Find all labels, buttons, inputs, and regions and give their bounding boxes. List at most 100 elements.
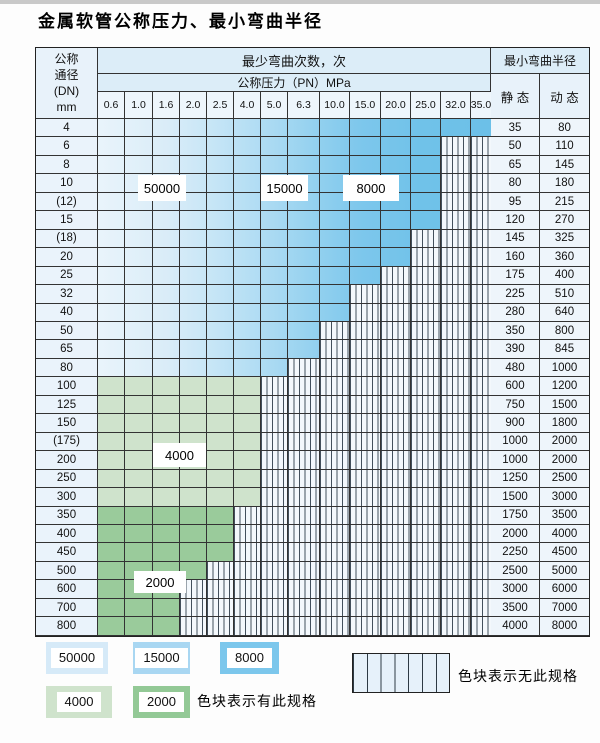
cycle-cell-no-spec [350, 321, 381, 340]
cycle-cell-no-spec [441, 395, 471, 414]
cycles-band [98, 488, 491, 507]
dn-cell: 80 [36, 358, 98, 378]
dynamic-radius-cell: 400 [540, 266, 589, 286]
cycle-cell-no-spec [441, 543, 471, 561]
cycle-cell-spec [98, 488, 125, 506]
cycle-cell-no-spec [320, 377, 350, 395]
cycle-cell-spec [98, 617, 125, 635]
legend-no-spec-swatch [352, 653, 450, 693]
cycle-cell-no-spec [471, 451, 491, 469]
cycle-cell-no-spec [288, 524, 320, 543]
cycle-cell-spec [350, 266, 381, 285]
cycle-cell-no-spec [381, 395, 411, 414]
static-radius-cell: 750 [491, 395, 540, 415]
cycle-cell-no-spec [471, 174, 491, 192]
cycle-cell-no-spec [261, 377, 288, 395]
cycle-cell-spec [288, 137, 320, 155]
cycle-cell-no-spec [441, 285, 471, 303]
cycle-cell-no-spec [441, 451, 471, 469]
cycle-cell-spec [288, 211, 320, 229]
cycle-cell-spec [288, 340, 320, 358]
cycle-cell-spec [288, 229, 320, 248]
legend-swatch: 50000 [46, 642, 108, 674]
pressure-tick: 1.6 [153, 92, 180, 119]
cycle-cell-spec [234, 155, 261, 174]
cycle-cell-spec [180, 192, 207, 211]
cycle-cell-spec [98, 414, 125, 432]
cycle-cell-no-spec [471, 469, 491, 488]
table-row: 700 3500 7000 [36, 598, 589, 618]
cycle-cell-spec [261, 137, 288, 155]
cycle-cell-no-spec [381, 285, 411, 303]
cycle-cell-no-spec [261, 580, 288, 598]
cycles-band [98, 119, 491, 138]
cycle-cell-spec [153, 285, 180, 303]
cycle-cell-spec [207, 395, 234, 414]
cycle-cell-no-spec [441, 192, 471, 211]
cycle-cell-no-spec [261, 488, 288, 506]
cycle-cell-spec [207, 358, 234, 377]
cycles-band [98, 321, 491, 341]
pressure-tick: 10.0 [320, 92, 350, 119]
static-radius-cell: 900 [491, 414, 540, 433]
cycle-cell-no-spec [441, 358, 471, 377]
cycle-cell-spec [125, 321, 153, 340]
cycle-cell-spec [125, 432, 153, 451]
cycle-cell-no-spec [320, 488, 350, 506]
cycle-cell-spec [234, 192, 261, 211]
dn-cell: 4 [36, 119, 98, 138]
cycle-cell-spec [153, 377, 180, 395]
cycle-cell-spec [411, 211, 441, 229]
pressure-tick: 15.0 [350, 92, 381, 119]
cycle-cell-no-spec [234, 617, 261, 635]
static-radius-cell: 1750 [491, 506, 540, 525]
cycle-cell-no-spec [471, 285, 491, 303]
static-radius-cell: 120 [491, 211, 540, 230]
cycle-cell-spec [125, 266, 153, 285]
cycle-cell-spec [98, 340, 125, 358]
cycle-cell-spec [98, 137, 125, 155]
cycle-cell-spec [288, 155, 320, 174]
cycle-cell-spec [153, 543, 180, 561]
static-radius-cell: 160 [491, 248, 540, 267]
cycles-band [98, 469, 491, 489]
cycle-cell-spec [153, 524, 180, 543]
cycle-cell-spec [125, 506, 153, 524]
cycle-cell-spec [261, 229, 288, 248]
cycle-cell-no-spec [471, 488, 491, 506]
table-row: (175) 1000 2000 [36, 432, 589, 452]
cycle-cell-spec [153, 598, 180, 617]
cycle-cell-no-spec [441, 377, 471, 395]
cycle-cell-no-spec [350, 303, 381, 321]
static-radius-cell: 350 [491, 321, 540, 341]
dynamic-radius-cell: 800 [540, 321, 589, 341]
cycle-cell-no-spec [261, 543, 288, 561]
cycle-cell-no-spec [471, 211, 491, 229]
cycles-band [98, 211, 491, 230]
cycle-cell-spec [98, 561, 125, 580]
cycle-cell-no-spec [320, 395, 350, 414]
cycle-cell-spec [207, 211, 234, 229]
table-row: 600 3000 6000 [36, 580, 589, 599]
cycle-cell-no-spec [320, 469, 350, 488]
cycle-cell-spec [381, 211, 411, 229]
cycles-zone-label: 15000 [261, 175, 308, 201]
cycle-cell-no-spec [320, 617, 350, 635]
cycle-cell-no-spec [180, 617, 207, 635]
cycle-cell-spec [180, 285, 207, 303]
cycles-band [98, 414, 491, 433]
cycle-cell-spec [234, 358, 261, 377]
dynamic-radius-cell: 1500 [540, 395, 589, 415]
cycle-cell-no-spec [320, 580, 350, 598]
cycle-cell-no-spec [411, 543, 441, 561]
cycles-band [98, 340, 491, 359]
cycle-cell-spec [207, 137, 234, 155]
cycle-cell-spec [234, 266, 261, 285]
top-gray-strip [0, 0, 600, 4]
header-bend-radius: 最小弯曲半径 [491, 48, 589, 74]
cycle-cell-spec [261, 358, 288, 377]
dn-cell: 200 [36, 451, 98, 470]
dn-cell: 400 [36, 524, 98, 544]
cycles-zone-label: 50000 [138, 175, 186, 201]
pressure-tick: 5.0 [261, 92, 288, 119]
